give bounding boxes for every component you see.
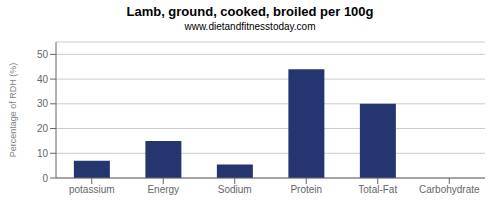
- svg-text:50: 50: [37, 49, 49, 60]
- svg-text:40: 40: [37, 74, 49, 85]
- svg-text:Protein: Protein: [290, 184, 322, 195]
- svg-text:30: 30: [37, 98, 49, 109]
- svg-text:Energy: Energy: [147, 184, 179, 195]
- svg-text:0: 0: [42, 173, 48, 184]
- html-text:www.dietandfitnesstoday.com: www.dietandfitnesstoday.com: [184, 21, 316, 32]
- svg-text:Carbohydrate: Carbohydrate: [419, 184, 480, 195]
- svg-text:Percentage of RDH (%): Percentage of RDH (%): [8, 63, 18, 158]
- svg-text:Sodium: Sodium: [218, 184, 252, 195]
- svg-text:10: 10: [37, 148, 49, 159]
- svg-text:20: 20: [37, 123, 49, 134]
- html-text:Lamb, ground, cooked, broiled: Lamb, ground, cooked, broiled per 100g: [126, 4, 374, 19]
- svg-text:potassium: potassium: [69, 184, 115, 195]
- svg-text:Total-Fat: Total-Fat: [358, 184, 397, 195]
